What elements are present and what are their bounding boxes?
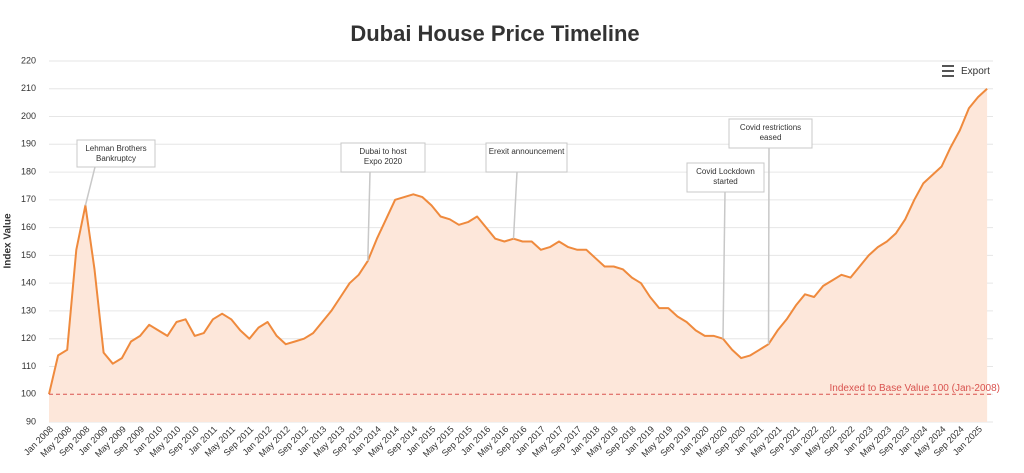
y-tick-label: 170 <box>21 194 36 204</box>
y-tick-label: 130 <box>21 305 36 315</box>
annotation-box <box>340 142 426 173</box>
y-tick-label: 200 <box>21 111 36 121</box>
line <box>48 88 988 395</box>
annotation-box <box>76 139 156 168</box>
annotation-line: Covid restrictions <box>740 123 801 132</box>
annotation-connector <box>84 166 96 206</box>
area <box>49 88 988 423</box>
menu-icon[interactable] <box>942 65 954 77</box>
annotation-connector <box>722 191 726 339</box>
annotation-line: Bankruptcy <box>96 154 136 163</box>
y-tick-label: 120 <box>21 333 36 343</box>
y-tick-label: 110 <box>22 361 36 371</box>
y-tick-label: 90 <box>26 416 36 426</box>
annotation-line: eased <box>760 133 782 142</box>
annotation-text: Dubai to host Expo 2020 <box>359 147 407 166</box>
y-tick-label: 220 <box>21 55 36 65</box>
reference-label: Indexed to Base Value 100 (Jan-2008) <box>830 383 1001 394</box>
annotation-box <box>728 118 813 149</box>
annotation-box <box>485 142 568 173</box>
annotation-text: Covid restrictions eased <box>740 123 801 142</box>
y-tick-label: 150 <box>21 250 36 260</box>
chart-title: Dubai House Price Timeline <box>350 21 639 46</box>
annotation-line: started <box>713 177 737 186</box>
annotation-line: Lehman Brothers <box>85 144 146 153</box>
y-tick-label: 190 <box>21 139 36 149</box>
y-tick-label: 180 <box>21 166 36 176</box>
annotation-line: Erexit announcement <box>489 147 565 156</box>
y-axis-label: Index Value <box>3 213 14 268</box>
export-button[interactable]: Export <box>936 62 996 80</box>
annotation-line: Dubai to host <box>359 147 407 156</box>
annotation-box <box>686 162 765 193</box>
y-tick-label: 160 <box>21 222 36 232</box>
y-tick-label: 100 <box>21 389 36 399</box>
annotation-connector <box>512 171 518 239</box>
export-label[interactable]: Export <box>961 66 990 77</box>
annotation-line: Expo 2020 <box>364 157 403 166</box>
annotation-text: Lehman Brothers Bankruptcy <box>85 144 146 163</box>
annotation-text: Covid Lockdown started <box>696 167 755 186</box>
annotation-connector <box>367 171 371 261</box>
y-tick-label: 210 <box>21 83 36 93</box>
annotation-line: Covid Lockdown <box>696 167 755 176</box>
annotation-text: Erexit announcement <box>489 147 565 156</box>
y-tick-label: 140 <box>21 278 36 288</box>
